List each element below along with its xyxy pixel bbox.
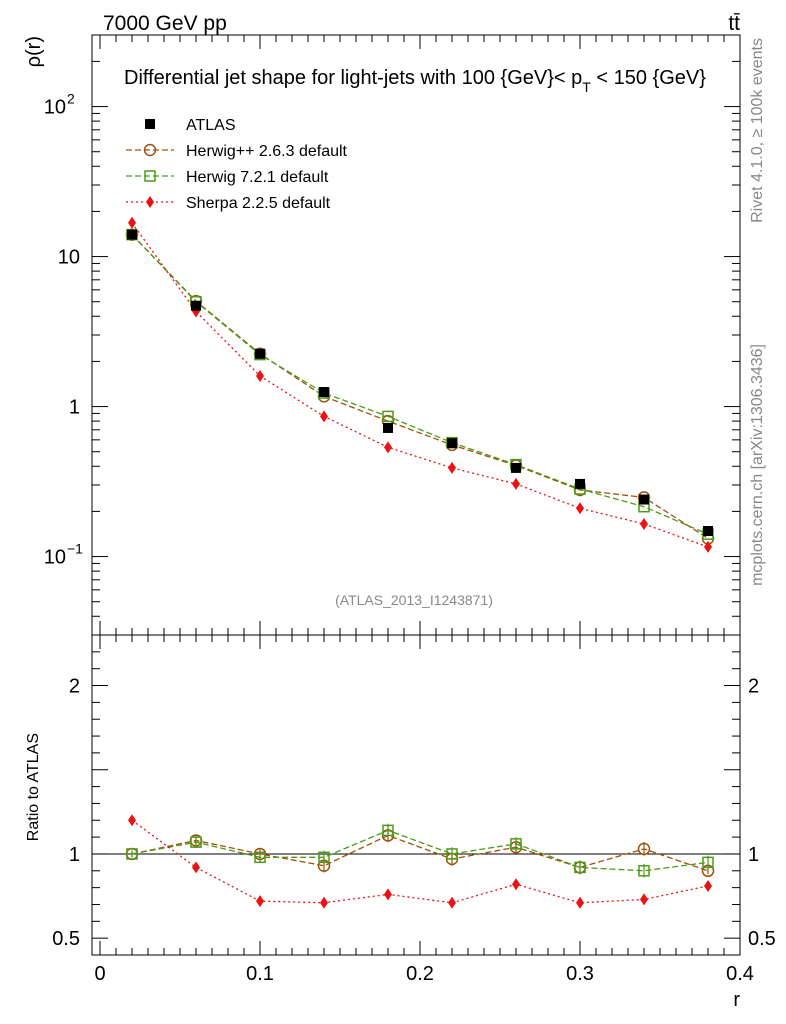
ratio-point-herwig-7-2-1-default <box>574 861 586 874</box>
y-tick-label-top: 1 <box>69 397 80 419</box>
data-point-atlas <box>447 438 457 449</box>
y-tick-label-top: 10 <box>58 247 80 269</box>
ratio-point-sherpa-2-2-5-default <box>448 896 456 909</box>
bottom-plot-frame <box>91 634 741 956</box>
legend-label: Herwig++ 2.6.3 default <box>186 143 348 160</box>
data-point-atlas <box>575 478 585 489</box>
y-axis-label-top: ρ(r) <box>23 36 45 67</box>
ratio-point-sherpa-2-2-5-default <box>512 878 520 891</box>
y-tick-label-bottom-right: 2 <box>748 676 759 698</box>
mcplots-label: mcplots.cern.ch [arXiv:1306.3436] <box>749 344 766 586</box>
y-tick-exponent-top: −1 <box>67 541 83 557</box>
ratio-point-herwig-2-6-3-default <box>637 842 651 856</box>
process-label: tt̄ <box>728 12 740 35</box>
y-tick-label-bottom-right: 1 <box>748 844 759 866</box>
data-point-sherpa-2-2-5-default <box>640 517 648 530</box>
data-point-sherpa-2-2-5-default <box>512 477 520 490</box>
ratio-point-herwig-7-2-1-default <box>638 865 650 877</box>
x-tick-label: 0.3 <box>566 963 594 985</box>
data-point-sherpa-2-2-5-default <box>384 441 392 454</box>
y-axis-label-bottom: Ratio to ATLAS <box>25 733 42 841</box>
axis-ticks <box>92 34 741 956</box>
data-point-atlas <box>255 348 265 359</box>
data-point-sherpa-2-2-5-default <box>320 410 328 423</box>
data-point-sherpa-2-2-5-default <box>704 540 712 553</box>
series-line-herwig-2-6-3-default <box>131 234 709 540</box>
x-tick-label: 0.2 <box>406 963 434 985</box>
legend-label: ATLAS <box>186 117 236 134</box>
rivet-label: Rivet 4.1.0, ≥ 100k events <box>749 38 766 223</box>
data-point-sherpa-2-2-5-default <box>256 369 264 382</box>
ratio-plot-series <box>125 814 715 909</box>
legend: ATLAS Herwig++ 2.6.3 default Herwig 7.2.1 … <box>126 117 348 212</box>
data-point-atlas <box>191 300 201 311</box>
ratio-point-sherpa-2-2-5-default <box>576 896 584 909</box>
x-axis-label: r <box>733 989 740 1011</box>
ratio-point-herwig-7-2-1-default <box>254 851 266 864</box>
series-line-sherpa-2-2-5-default <box>131 222 709 548</box>
ratio-point-herwig-7-2-1-default <box>126 848 138 860</box>
main-plot-series <box>125 216 715 553</box>
data-point-sherpa-2-2-5-default <box>576 502 584 515</box>
ratio-line-herwig-7-2-1-default <box>131 829 709 872</box>
data-point-atlas <box>319 387 329 398</box>
chart-title: Differential jet shape for light-jets wi… <box>124 67 706 95</box>
ratio-point-sherpa-2-2-5-default <box>256 895 264 908</box>
ratio-point-sherpa-2-2-5-default <box>384 888 392 901</box>
ratio-point-sherpa-2-2-5-default <box>320 896 328 909</box>
analysis-id: (ATLAS_2013_I1243871) <box>335 592 493 608</box>
legend-label: Herwig 7.2.1 default <box>186 169 329 186</box>
y-tick-label-top: 10 <box>44 97 66 119</box>
ratio-point-herwig-7-2-1-default <box>446 848 458 860</box>
legend-marker <box>144 170 156 182</box>
ratio-point-herwig-7-2-1-default <box>190 836 202 848</box>
legend-marker <box>143 143 157 157</box>
y-tick-exponent-top: 2 <box>67 91 75 107</box>
ratio-point-herwig-7-2-1-default <box>382 824 394 837</box>
data-point-atlas <box>127 229 137 240</box>
ratio-point-sherpa-2-2-5-default <box>128 814 136 827</box>
ratio-point-herwig-7-2-1-default <box>510 838 522 850</box>
data-point-atlas <box>383 422 393 433</box>
data-point-atlas <box>639 494 649 505</box>
legend-marker <box>145 119 155 129</box>
legend-label: Sherpa 2.2.5 default <box>186 195 331 212</box>
x-tick-label: 0 <box>94 963 105 985</box>
data-point-herwig-7-2-1-default <box>382 410 394 423</box>
y-tick-label-bottom: 1 <box>69 844 80 866</box>
y-tick-label-bottom: 2 <box>69 676 80 698</box>
ratio-line-sherpa-2-2-5-default <box>131 819 709 904</box>
y-tick-label-top: 10 <box>44 547 66 569</box>
ratio-point-herwig-7-2-1-default <box>318 851 330 864</box>
data-point-atlas <box>703 526 713 537</box>
ratio-point-herwig-7-2-1-default <box>702 856 714 869</box>
ratio-line-herwig-2-6-3-default <box>131 834 709 872</box>
data-point-atlas <box>511 462 521 473</box>
ratio-point-sherpa-2-2-5-default <box>704 879 712 892</box>
x-tick-label: 0.1 <box>246 963 274 985</box>
x-tick-label: 0.4 <box>726 963 754 985</box>
series-line-herwig-7-2-1-default <box>131 234 709 535</box>
data-point-sherpa-2-2-5-default <box>128 216 136 229</box>
collision-label: 7000 GeV pp <box>103 12 227 35</box>
legend-marker <box>146 196 154 208</box>
data-point-sherpa-2-2-5-default <box>448 461 456 474</box>
y-tick-label-bottom: 0.5 <box>52 928 80 950</box>
ratio-point-sherpa-2-2-5-default <box>640 893 648 906</box>
ratio-point-sherpa-2-2-5-default <box>192 861 200 874</box>
y-tick-label-bottom-right: 0.5 <box>748 928 776 950</box>
